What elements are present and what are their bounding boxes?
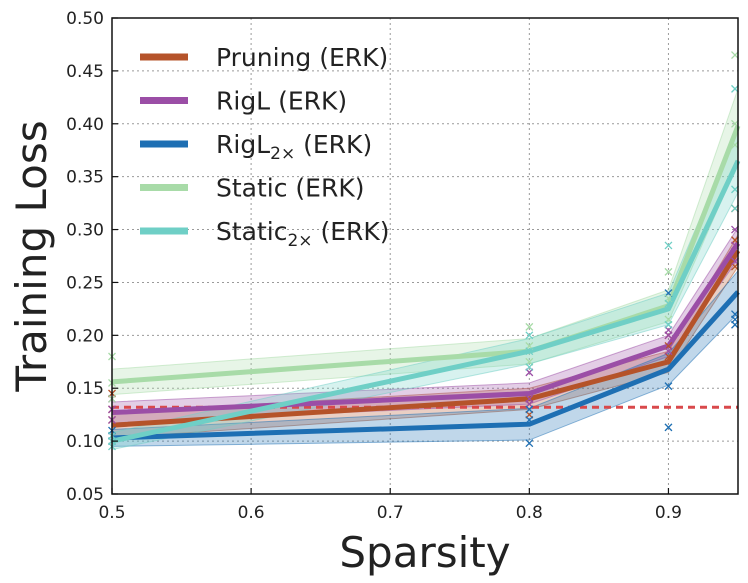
y-axis-title: Training Loss [7, 120, 56, 392]
x-tick-label: 0.8 [516, 503, 543, 523]
run-marker [664, 299, 673, 308]
run-marker [525, 331, 534, 340]
y-tick-label: 0.15 [66, 379, 104, 399]
run-marker [664, 267, 673, 276]
run-marker [664, 331, 673, 340]
legend-label: Pruning (ERK) [216, 43, 388, 72]
legend-label: RigL (ERK) [216, 87, 347, 116]
run-marker [525, 394, 534, 403]
run-marker [525, 363, 534, 372]
run-marker [525, 405, 534, 414]
run-marker [664, 382, 673, 391]
run-marker [525, 415, 534, 424]
x-tick-label: 0.7 [377, 503, 404, 523]
y-tick-label: 0.10 [66, 432, 104, 452]
series-line-Pruning (ERK) [111, 249, 741, 428]
x-tick-label: 0.9 [655, 503, 682, 523]
run-marker-stroke [664, 331, 673, 340]
run-marker-stroke [525, 415, 534, 424]
run-marker-stroke [525, 394, 534, 403]
run-marker [525, 322, 534, 331]
run-marker-stroke [664, 241, 673, 250]
y-tick-label: 0.50 [66, 9, 104, 29]
run-marker-stroke [525, 347, 534, 356]
legend: Pruning (ERK) RigL (ERK) RigL2× (ERK) Stati… [140, 43, 390, 251]
run-marker-stroke [525, 331, 534, 340]
run-marker-stroke [525, 322, 534, 331]
run-marker [664, 241, 673, 250]
y-tick-label: 0.40 [66, 115, 104, 135]
run-marker-stroke [664, 320, 673, 329]
series-line-RigL (ERK) [111, 241, 741, 416]
run-marker-stroke [525, 439, 534, 448]
y-tick-label: 0.05 [66, 485, 104, 505]
series-line-RigL2× (ERK) [111, 290, 740, 441]
x-axis-title: Sparsity [339, 528, 510, 577]
series-lines [111, 124, 741, 444]
run-marker-stroke [664, 382, 673, 391]
run-marker [664, 423, 673, 432]
legend-label: RigL2× (ERK) [216, 130, 372, 164]
x-tick-label: 0.6 [238, 503, 265, 523]
legend-label: Static (ERK) [216, 174, 365, 203]
run-marker-stroke [664, 423, 673, 432]
y-tick-label: 0.35 [66, 168, 104, 188]
run-marker-stroke [525, 405, 534, 414]
run-marker [664, 347, 673, 356]
run-marker-stroke [664, 267, 673, 276]
plot-frame [111, 17, 739, 495]
tick-labels: 0.5 0.6 0.7 0.8 0.9 0.05 0.10 0.15 0.20 0.25 0.30 0… [66, 9, 682, 523]
confidence-bands [111, 88, 739, 451]
series-line-Static2× (ERK) [111, 159, 741, 444]
legend-label: Static2× (ERK) [216, 217, 390, 251]
x-tick-label: 0.5 [98, 503, 125, 523]
run-marker [525, 439, 534, 448]
y-tick-label: 0.45 [66, 62, 104, 82]
y-tick-label: 0.30 [66, 221, 104, 241]
run-marker-stroke [525, 363, 534, 372]
y-tick-label: 0.25 [66, 273, 104, 293]
run-marker [664, 320, 673, 329]
run-marker-stroke [664, 299, 673, 308]
run-marker-stroke [664, 347, 673, 356]
y-tick-label: 0.20 [66, 326, 104, 346]
run-marker [525, 347, 534, 356]
